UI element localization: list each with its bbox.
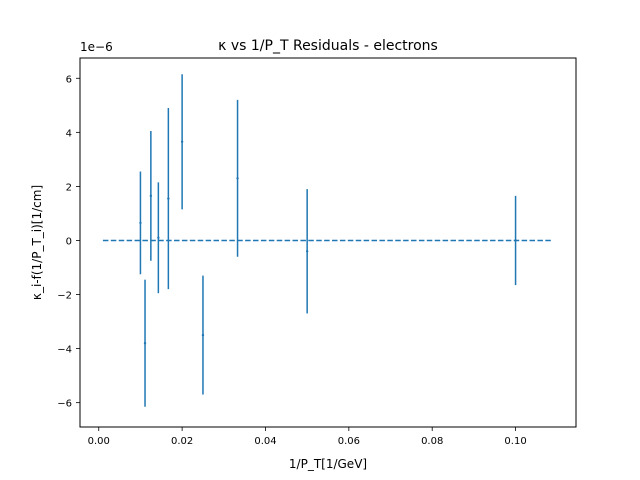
y-tick-label: 4	[66, 128, 72, 139]
x-tick-label: 0.08	[421, 436, 443, 447]
x-tick-label: 0.00	[88, 436, 110, 447]
data-point-4	[157, 236, 160, 239]
y-axis-label: κ_i-f(1/P_T_i)[1/cm]	[30, 185, 44, 300]
y-offset-label: 1e−6	[80, 40, 113, 54]
x-tick-label: 0.02	[171, 436, 193, 447]
x-axis-label: 1/P_T[1/GeV]	[289, 457, 367, 471]
data-point-9	[305, 250, 309, 253]
y-tick-label: 6	[66, 74, 72, 85]
data-point-5	[167, 197, 170, 200]
x-tick-label: 0.10	[504, 436, 526, 447]
y-tick-label: 0	[66, 236, 72, 247]
x-tick-label: 0.06	[338, 436, 360, 447]
data-point-6	[180, 140, 184, 144]
y-tick-label: 2	[66, 182, 72, 193]
data-point-7	[201, 333, 205, 337]
data-point-8	[236, 177, 239, 180]
y-axis-ticks: −6 −4 −2 0 2 4 6	[57, 74, 80, 410]
x-tick-label: 0.04	[254, 436, 276, 447]
y-tick-label: −4	[57, 345, 72, 356]
data-layer	[102, 74, 554, 407]
x-axis-ticks: 0.00 0.02 0.04 0.06 0.08 0.10	[88, 427, 527, 447]
data-point-2	[143, 341, 147, 345]
y-tick-label: −2	[57, 291, 72, 302]
axes-frame	[79, 57, 577, 428]
plot-area	[80, 58, 576, 427]
chart-title: κ vs 1/P_T Residuals - electrons	[218, 38, 438, 54]
data-point-3	[149, 194, 153, 198]
y-tick-label: −6	[57, 399, 72, 410]
data-point-1	[139, 221, 142, 225]
